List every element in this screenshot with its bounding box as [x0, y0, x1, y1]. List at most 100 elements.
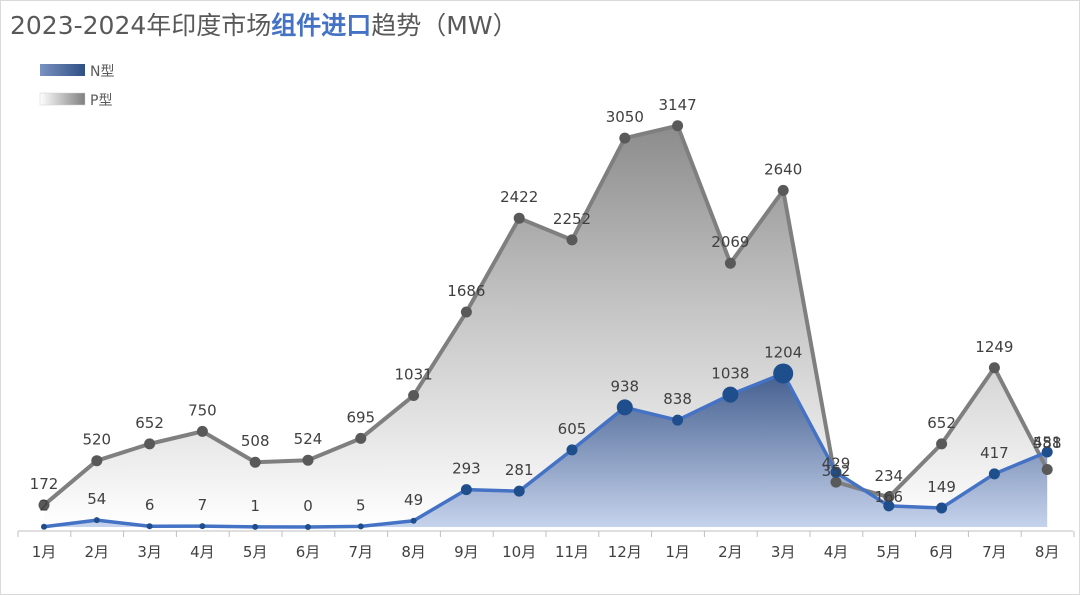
p-point [144, 438, 156, 450]
p-point [1041, 463, 1053, 475]
x-tick-label: 8月 [401, 543, 426, 561]
p-point [619, 132, 631, 144]
n-data-label: 6 [145, 496, 155, 514]
legend: N型 P型 [39, 64, 114, 109]
p-point [196, 425, 208, 437]
x-tick-label: 3月 [137, 543, 162, 561]
p-point [38, 499, 50, 511]
x-tick-label: 1月 [665, 543, 690, 561]
n-data-label: 1038 [711, 365, 749, 383]
p-data-label: 2422 [500, 188, 538, 206]
n-point [199, 523, 206, 530]
p-series-line [42, 123, 1049, 507]
x-tick-label: 4月 [824, 543, 849, 561]
p-data-label: 652 [927, 414, 956, 432]
n-point [773, 363, 794, 384]
n-point [305, 524, 311, 530]
n-point [41, 523, 47, 530]
title-highlight: 组件进口 [271, 11, 372, 40]
n-data-label: 2 [39, 497, 49, 515]
n-point [146, 523, 153, 530]
n-point [513, 485, 525, 497]
p-point [513, 212, 525, 224]
p-point [249, 456, 261, 468]
p-data-label: 2640 [764, 160, 802, 178]
p-data-label: 652 [135, 414, 164, 432]
n-point [672, 414, 684, 426]
legend-swatch-p [39, 92, 86, 106]
n-point [460, 484, 472, 496]
p-point [91, 455, 103, 467]
x-tick-label: 12月 [608, 543, 642, 561]
x-tick-label: 7月 [982, 543, 1007, 561]
title-prefix: 2023-2024年印度市场 [10, 11, 272, 40]
n-point [830, 466, 842, 478]
n-point [936, 502, 948, 514]
p-point [883, 491, 895, 503]
n-data-label: 838 [663, 390, 692, 408]
n-point [410, 517, 417, 524]
x-tick-label: 3月 [771, 543, 796, 561]
p-point [936, 438, 948, 450]
n-data-label: 149 [927, 478, 956, 496]
n-data-label: 588 [1033, 434, 1062, 452]
n-point [93, 517, 100, 524]
title-suffix: 趋势（MW） [371, 11, 518, 40]
n-data-label: 293 [452, 460, 481, 478]
p-data-label: 172 [30, 475, 59, 493]
n-data-label: 1204 [764, 343, 802, 361]
x-tick-label: 6月 [929, 543, 954, 561]
p-data-label: 508 [241, 432, 270, 450]
p-data-label: 695 [346, 408, 375, 426]
p-point [355, 432, 367, 444]
n-data-label: 417 [980, 444, 1009, 462]
x-tick-label: 10月 [502, 543, 536, 561]
p-data-label: 750 [188, 401, 217, 419]
n-data-label: 5 [356, 496, 366, 514]
p-point [302, 454, 314, 466]
p-point [460, 306, 472, 318]
x-tick-label: 8月 [1035, 543, 1060, 561]
p-point [777, 184, 789, 196]
p-data-label: 1686 [447, 282, 485, 300]
x-tick-label: 2月 [85, 543, 110, 561]
p-data-label: 1249 [975, 338, 1013, 356]
x-tick-label: 1月 [32, 543, 57, 561]
x-tick-label: 7月 [349, 543, 374, 561]
p-data-label: 352 [822, 462, 851, 480]
legend-swatch-n [40, 64, 85, 76]
x-tick-label: 11月 [555, 543, 589, 561]
n-point [883, 500, 895, 512]
x-tick-label: 9月 [454, 543, 479, 561]
p-data-label: 1031 [395, 366, 433, 384]
n-area [44, 373, 1048, 527]
n-data-label: 0 [303, 497, 313, 515]
n-point [357, 523, 364, 530]
n-data-label: 7 [198, 496, 208, 514]
n-point [566, 444, 578, 456]
p-data-label: 3050 [606, 108, 644, 126]
n-point [1041, 446, 1053, 458]
x-tick-label: 5月 [243, 543, 268, 561]
n-data-label: 49 [404, 491, 423, 509]
x-tick-label: 2月 [718, 543, 743, 561]
p-data-label: 2069 [711, 233, 749, 251]
p-data-label: 524 [294, 430, 323, 448]
p-data-label: 2252 [553, 210, 591, 228]
x-tick-label: 6月 [296, 543, 321, 561]
n-data-label: 281 [505, 461, 534, 479]
p-point [672, 120, 684, 132]
p-data-label: 520 [82, 431, 111, 449]
n-point [252, 523, 259, 530]
p-data-label: 451 [1033, 433, 1062, 451]
p-point [988, 362, 1000, 374]
x-tick-label: 4月 [190, 543, 215, 561]
n-data-label: 605 [558, 420, 587, 438]
p-point [408, 390, 420, 402]
legend-label-n: N型 [90, 64, 114, 80]
p-data-label: 234 [874, 467, 903, 485]
n-series-line [43, 371, 1048, 529]
n-data-label: 429 [822, 454, 851, 472]
n-point [616, 399, 633, 416]
